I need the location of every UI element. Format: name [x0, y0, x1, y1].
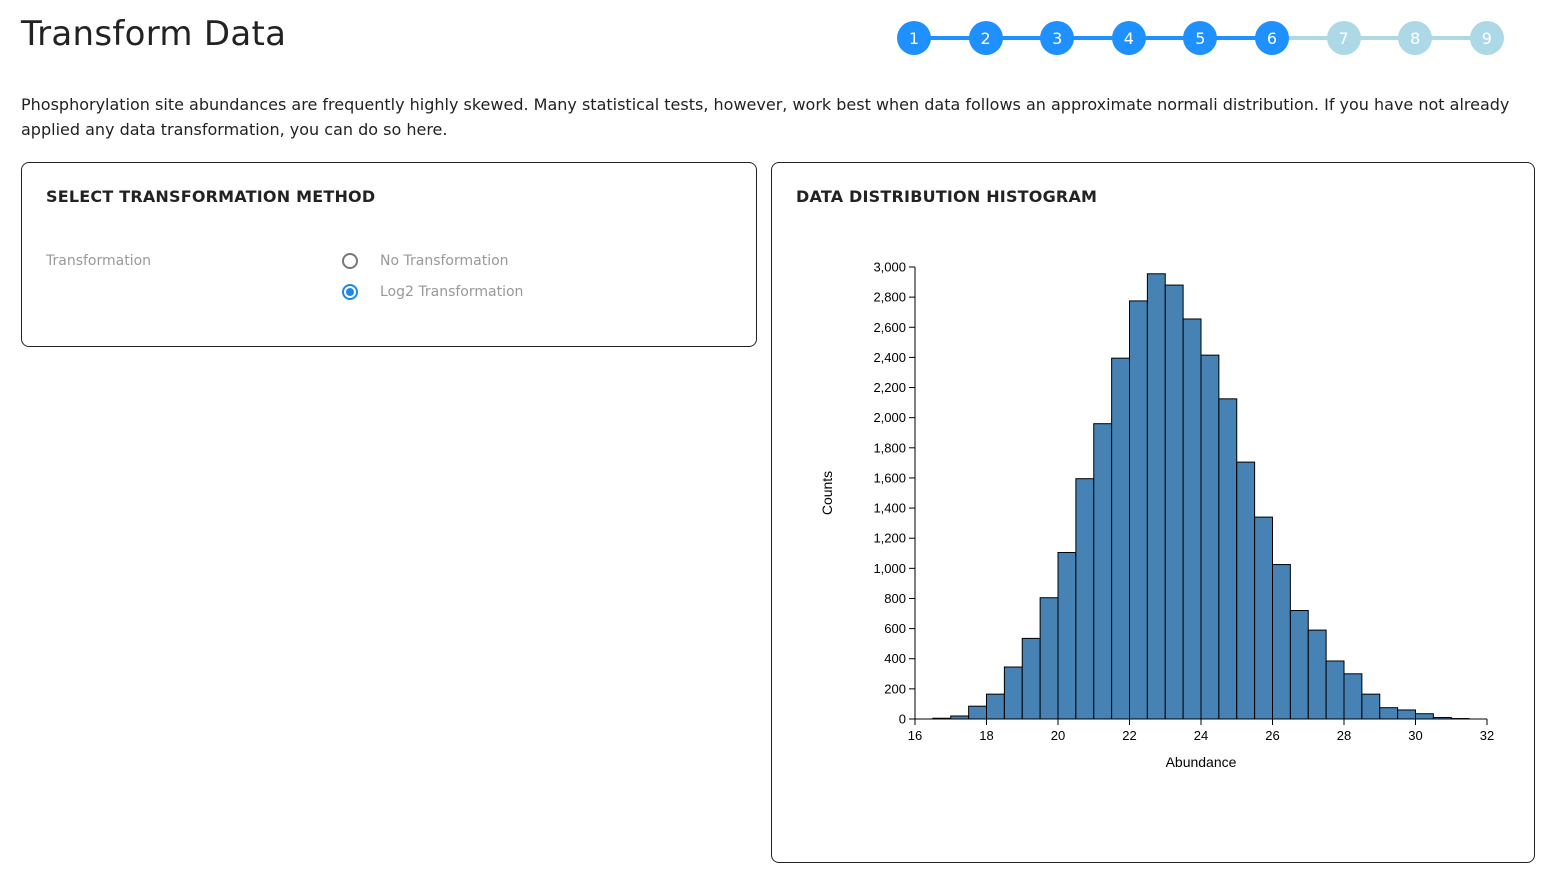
transformation-card-title: SELECT TRANSFORMATION METHOD: [46, 187, 376, 206]
histogram-bar: [1075, 478, 1095, 720]
step-5[interactable]: 5: [1183, 21, 1218, 55]
histogram-card: DATA DISTRIBUTION HISTOGRAM 0 200 400 600 80…: [771, 162, 1535, 863]
step-8[interactable]: 8: [1398, 21, 1433, 55]
histogram-bar: [1200, 354, 1220, 720]
histogram-bar: [1343, 673, 1363, 720]
x-tick-label: 20: [1051, 728, 1065, 743]
x-tick-label: 22: [1122, 728, 1136, 743]
y-tick-label: 200: [884, 681, 906, 696]
y-tick-label: 3,000: [873, 260, 906, 275]
x-tick-label: 30: [1408, 728, 1422, 743]
stepper-connector: [1415, 36, 1487, 40]
step-4[interactable]: 4: [1111, 21, 1146, 55]
histogram-bar: [1146, 273, 1166, 720]
stepper-connector: [914, 36, 986, 40]
y-tick-label: 1,200: [873, 531, 906, 546]
y-tick-label: 2,000: [873, 410, 906, 425]
histogram-bar: [1111, 357, 1130, 720]
y-tick-label: 1,800: [873, 440, 906, 455]
histogram-bar: [1307, 629, 1327, 720]
histogram-bar: [986, 693, 1005, 720]
histogram-bar: [1272, 564, 1291, 720]
transformation-field-label: Transformation: [46, 253, 152, 269]
histogram-bar: [1289, 610, 1309, 720]
step-9[interactable]: 9: [1469, 21, 1504, 55]
histogram-bar: [1021, 637, 1041, 720]
stepper-connector: [1272, 36, 1344, 40]
histogram-chart: 0 200 400 600 800 1,000 1,200 1,400 1,600 1,800 2,…: [819, 260, 1494, 771]
y-tick-label: 0: [899, 712, 906, 727]
y-axis-title: Counts: [819, 471, 835, 515]
progress-stepper: 1 2 3 4 5 6 7 8 9: [897, 21, 1505, 55]
transformation-method-card: SELECT TRANSFORMATION METHOD Transformat…: [21, 162, 757, 347]
histogram-bar: [1182, 318, 1202, 720]
histogram-bar: [1057, 552, 1077, 720]
y-tick-label: 2,200: [873, 380, 906, 395]
y-tick-label: 800: [884, 591, 906, 606]
step-1[interactable]: 1: [897, 21, 931, 55]
histogram-bar: [1218, 398, 1238, 720]
x-axis-title: Abundance: [1166, 754, 1237, 770]
log2-transformation-radio[interactable]: [342, 284, 358, 300]
histogram-bar: [1254, 516, 1273, 720]
radio-option-log2-transformation[interactable]: Log2 Transformation: [342, 284, 523, 300]
y-tick-label: 400: [884, 651, 906, 666]
y-tick-label: 600: [884, 621, 906, 636]
x-tick-label: 18: [979, 728, 993, 743]
x-tick-label: 16: [908, 728, 922, 743]
y-tick-label: 1,000: [873, 561, 906, 576]
log2-transformation-label: Log2 Transformation: [380, 284, 524, 300]
histogram-bar: [1129, 300, 1148, 720]
histogram-bar: [1039, 597, 1059, 720]
x-tick-label: 28: [1337, 728, 1351, 743]
x-tick-label: 24: [1194, 728, 1208, 743]
y-tick-label: 2,600: [873, 320, 906, 335]
stepper-connector: [985, 36, 1058, 40]
histogram-card-title: DATA DISTRIBUTION HISTOGRAM: [796, 187, 1098, 206]
step-7[interactable]: 7: [1326, 21, 1361, 55]
no-transformation-radio[interactable]: [342, 253, 358, 269]
y-tick-label: 1,600: [873, 470, 906, 485]
stepper-connector: [1128, 36, 1201, 40]
stepper-connector: [1343, 36, 1416, 40]
histogram-bar: [1003, 666, 1023, 720]
y-tick-label: 1,400: [873, 501, 906, 516]
histogram-bar: [1164, 284, 1184, 720]
histogram-bar: [1236, 461, 1256, 720]
step-6[interactable]: 6: [1255, 21, 1289, 55]
y-tick-label: 2,800: [873, 290, 906, 305]
page-title: Transform Data: [21, 14, 287, 54]
step-3[interactable]: 3: [1040, 21, 1075, 55]
histogram-bar: [1093, 423, 1113, 720]
stepper-connector: [1057, 36, 1129, 40]
histogram-bar: [1415, 713, 1434, 720]
histogram-bar: [968, 705, 987, 720]
step-2[interactable]: 2: [968, 21, 1003, 55]
x-tick-label: 26: [1265, 728, 1279, 743]
histogram-bar: [1379, 707, 1399, 720]
radio-option-no-transformation[interactable]: No Transformation: [342, 253, 509, 269]
histogram-bar: [1361, 693, 1381, 720]
y-tick-label: 2,400: [873, 350, 906, 365]
no-transformation-label: No Transformation: [380, 253, 509, 269]
intro-text: Phosphorylation site abundances are freq…: [21, 95, 1510, 139]
stepper-connector: [1200, 36, 1272, 40]
x-tick-label: 32: [1480, 728, 1494, 743]
histogram-bar: [1325, 660, 1345, 720]
histogram-bar: [1397, 709, 1416, 720]
